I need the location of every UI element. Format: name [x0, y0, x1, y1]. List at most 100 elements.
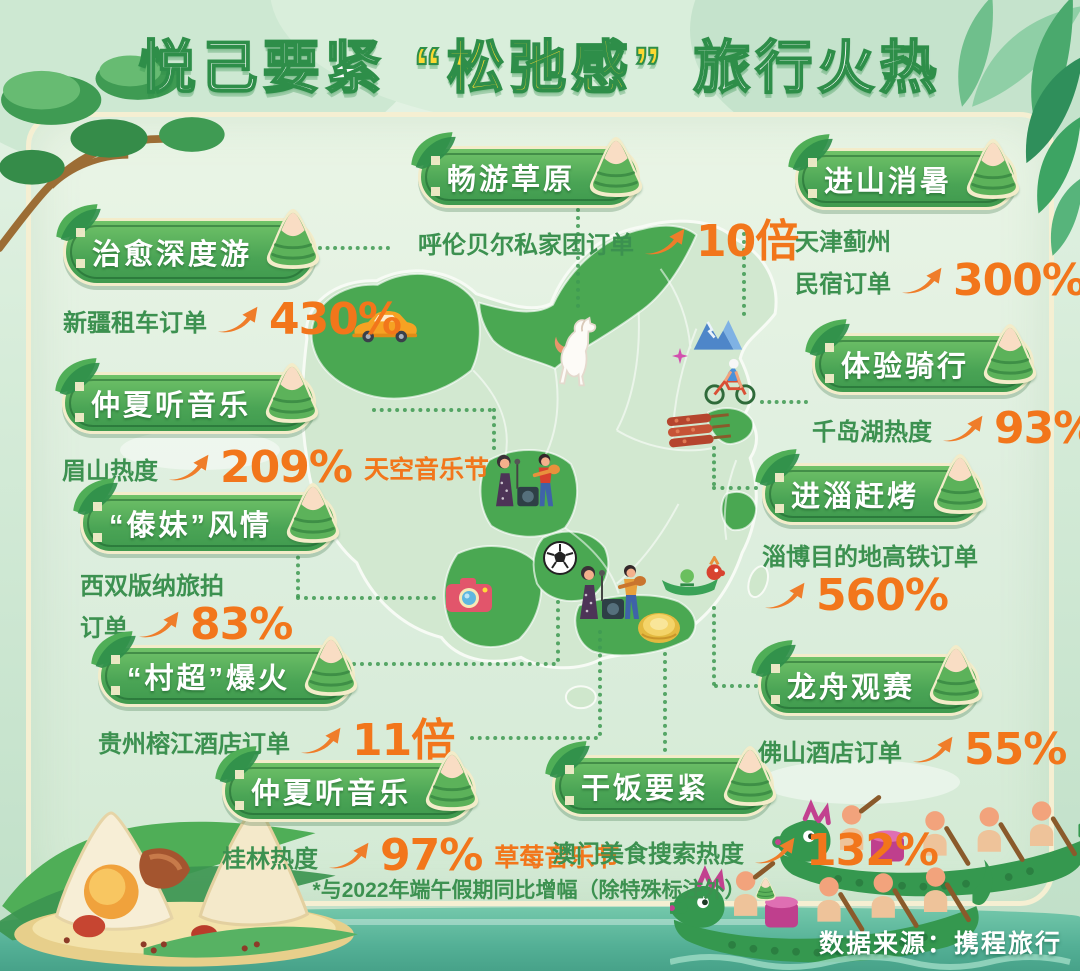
band-musicians-icon	[580, 565, 646, 619]
hainan-island	[564, 685, 597, 710]
stat-value: 300%	[953, 255, 1080, 306]
badge-mountain-cooling: 进山消暑 天津蓟州 民宿订单 300%	[795, 148, 1080, 303]
stat-label: 呼伦贝尔私家团订单	[418, 231, 634, 259]
data-source: 数据来源：携程旅行	[819, 924, 1062, 960]
stat-label: 澳门美食搜索热度	[552, 840, 744, 868]
stat-label: 千岛湖热度	[812, 418, 932, 446]
title-highlight: “松弛感”	[413, 35, 667, 101]
car-icon	[352, 310, 418, 343]
badge-stat: 新疆租车订单 430%	[63, 294, 402, 345]
data-source-text: 数据来源：携程旅行	[818, 930, 1062, 958]
up-arrow-icon	[642, 227, 688, 257]
stat-label2: 民宿订单	[795, 270, 891, 298]
mini-zongzi-icon	[753, 876, 777, 902]
dotted-connector	[712, 486, 758, 490]
stat-value: 11倍	[352, 715, 455, 766]
stat-value: 430%	[269, 294, 402, 345]
badge-stat: 佛山酒店订单 55%	[758, 724, 1067, 775]
dotted-connector	[372, 408, 492, 412]
up-arrow-icon	[940, 414, 986, 444]
footnote: *与2022年端午假期同比增幅（除特殊标注外）	[313, 874, 778, 904]
zongzi-icon	[979, 321, 1041, 387]
dotted-connector	[470, 736, 598, 740]
badge-stat: 天津蓟州 民宿订单 300%	[795, 222, 1080, 303]
dotted-connector	[598, 630, 602, 736]
football-icon	[543, 541, 577, 575]
zongzi-plate-illustration	[0, 805, 358, 967]
zongzi-icon	[262, 206, 324, 272]
badge-label: “傣妹”风情	[109, 510, 273, 542]
stat-label: 新疆租车订单	[63, 309, 207, 337]
up-arrow-icon	[215, 305, 261, 335]
badge-pill: 进山消暑	[795, 148, 1017, 210]
badge-midsummer-music-meishan: 仲夏听音乐 眉山热度 209% 天空音乐节	[62, 372, 489, 490]
badge-pill: “村超”爆火	[98, 645, 355, 707]
badge-pill: 龙舟观赛	[758, 654, 980, 716]
stat-note: 天空音乐节	[363, 456, 489, 484]
stat-value: 10倍	[696, 216, 799, 267]
badge-stat: 千岛湖热度 93%	[812, 407, 1080, 451]
dotted-connector	[760, 400, 808, 404]
badge-zibo-bbq: 进淄赶烤 淄博目的地高铁订单 560%	[762, 463, 1062, 618]
dotted-connector	[714, 684, 758, 688]
stat-value: 55%	[964, 724, 1067, 775]
zongzi-icon	[282, 480, 344, 546]
zongzi-icon	[585, 134, 647, 200]
badge-stat: 澳门美食搜索热度 132%	[552, 829, 939, 873]
stat-value: 97%	[380, 830, 483, 881]
badge-label: 仲夏听音乐	[251, 778, 412, 810]
up-arrow-icon	[136, 610, 182, 640]
bbq-skewers-icon	[666, 413, 732, 448]
zongzi-icon	[300, 633, 362, 699]
dragon-boat-icon	[661, 556, 726, 596]
camera-icon	[446, 578, 492, 612]
stat-value: 83%	[190, 599, 293, 650]
badge-healing-deep-travel: 治愈深度游 新疆租车订单 430%	[63, 218, 402, 345]
china-map	[300, 219, 778, 710]
cyclist-icon	[704, 358, 756, 405]
badge-stat: 眉山热度 209% 天空音乐节	[62, 446, 489, 490]
stat-note: 草莓音乐节	[494, 844, 620, 872]
dotted-connector	[318, 246, 390, 250]
dotted-connector	[344, 662, 556, 666]
badge-dragon-boat-watching: 龙舟观赛 佛山酒店订单 55%	[758, 654, 1067, 775]
badge-grassland-tour: 畅游草原 呼伦贝尔私家团订单 10倍	[418, 146, 799, 267]
badge-eating-matters: 干饭要紧 澳门美食搜索热度 132%	[552, 755, 939, 873]
dotted-connector	[576, 208, 580, 308]
badge-stat: 贵州榕江酒店订单 11倍	[98, 715, 455, 766]
province-borders	[472, 268, 738, 594]
badge-label: 治愈深度游	[92, 239, 253, 271]
up-arrow-icon	[762, 581, 808, 611]
stat-value: 93%	[994, 403, 1080, 454]
badge-pill: 进淄赶烤	[762, 463, 984, 525]
badge-stat: 呼伦贝尔私家团订单 10倍	[418, 216, 799, 267]
stat-label: 天津蓟州	[795, 229, 891, 256]
dotted-connector	[712, 446, 716, 486]
badge-midsummer-music-guilin: 仲夏听音乐 桂林热度 97% 草莓音乐节	[222, 760, 619, 878]
badge-pill: 畅游草原	[418, 146, 640, 208]
stat-label: 佛山酒店订单	[758, 739, 902, 767]
dotted-connector	[492, 408, 496, 450]
stat-label: 桂林热度	[222, 845, 318, 873]
zongzi-icon	[925, 642, 987, 708]
highlighted-provinces	[310, 224, 758, 657]
pine-tree-illustration	[0, 55, 225, 252]
badge-cycling-experience: 体验骑行 千岛湖热度 93%	[812, 333, 1080, 451]
badge-label: 畅游草原	[447, 164, 576, 196]
badge-stat: 西双版纳旅拍 订单 83%	[80, 566, 380, 647]
taiwan-island	[747, 565, 770, 599]
zongzi-icon	[261, 360, 323, 426]
badge-pill: “傣妹”风情	[80, 492, 337, 554]
badge-pill: 仲夏听音乐	[222, 760, 476, 822]
horse-icon	[554, 316, 597, 387]
dotted-connector	[296, 548, 300, 598]
mugwort-leaves-illustration	[958, 0, 1080, 256]
badge-label: 仲夏听音乐	[91, 390, 252, 422]
badge-pill: 治愈深度游	[63, 218, 317, 286]
badge-stat: 桂林热度 97% 草莓音乐节	[222, 834, 619, 878]
page-title: 悦己要紧 “松弛感” 旅行火热	[0, 22, 1080, 104]
dotted-connector	[296, 596, 436, 600]
stat-label: 淄博目的地高铁订单	[762, 544, 978, 571]
title-prefix: 悦己要紧	[138, 35, 387, 101]
